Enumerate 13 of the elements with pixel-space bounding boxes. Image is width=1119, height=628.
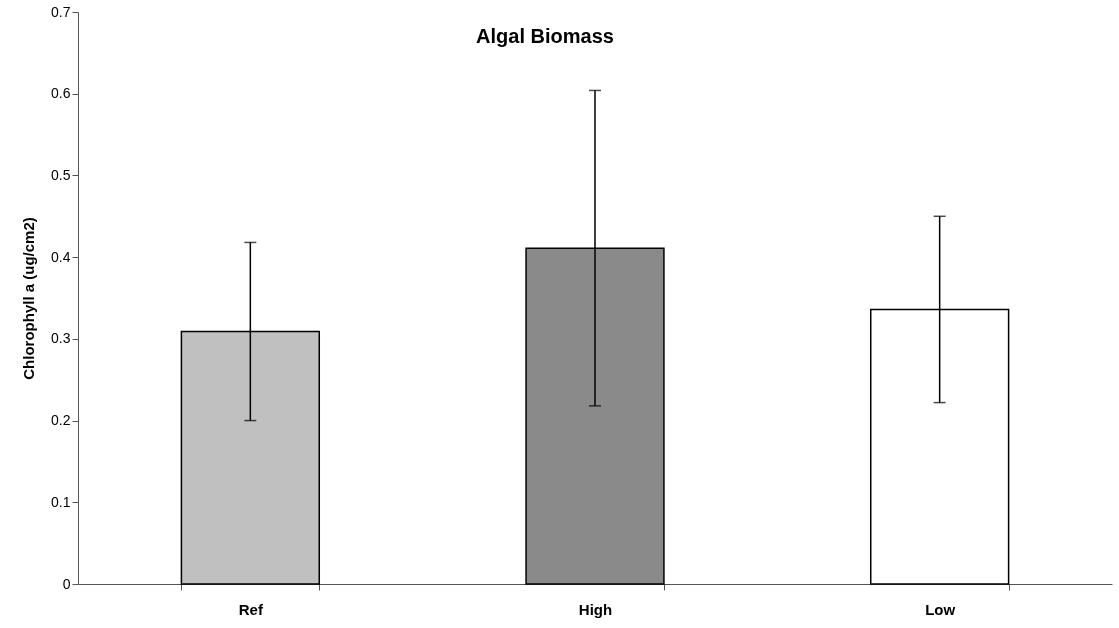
y-tick-label: 0.6 [51,85,71,102]
y-tick-label: 0.3 [51,330,71,347]
text: Algal Biomass [476,25,614,47]
y-tick-label: 0.4 [51,248,71,265]
y-tick-label: 0 [62,575,71,592]
x-tick-label: Ref [238,600,264,618]
x-tick-label: Low [925,600,956,618]
x-tick-label: High [578,600,613,618]
y-axis-title: Chlorophyll a (ug/cm2) [20,217,38,380]
y-tick-label: 0.7 [51,3,71,20]
y-tick-label: 0.5 [51,166,71,183]
y-tick-label: 0.1 [51,493,71,510]
y-tick-label: 0.2 [51,412,71,429]
